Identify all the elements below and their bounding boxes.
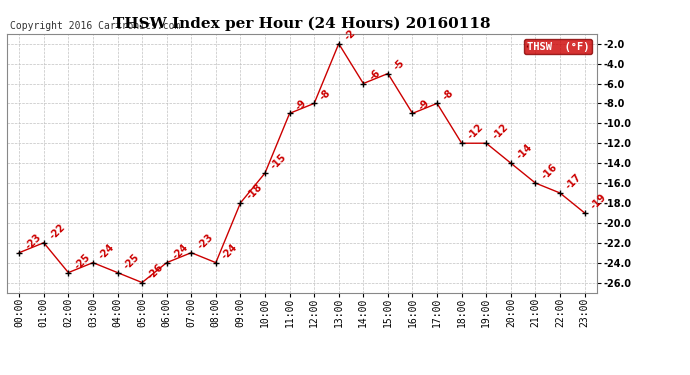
Text: -23: -23: [195, 232, 215, 251]
Text: -22: -22: [48, 222, 68, 242]
Title: THSW Index per Hour (24 Hours) 20160118: THSW Index per Hour (24 Hours) 20160118: [113, 17, 491, 31]
Text: -5: -5: [392, 57, 406, 72]
Text: Copyright 2016 Cartronics.com: Copyright 2016 Cartronics.com: [10, 21, 180, 31]
Text: -9: -9: [417, 97, 431, 112]
Text: -8: -8: [318, 87, 333, 102]
Text: -23: -23: [23, 232, 43, 251]
Text: -24: -24: [220, 242, 239, 261]
Text: -8: -8: [441, 87, 456, 102]
Text: -25: -25: [121, 252, 141, 271]
Text: -18: -18: [244, 182, 264, 201]
Text: -12: -12: [466, 122, 485, 142]
Text: -24: -24: [171, 242, 190, 261]
Text: -26: -26: [146, 262, 166, 281]
Legend: THSW  (°F): THSW (°F): [524, 39, 592, 54]
Text: -9: -9: [294, 97, 308, 112]
Text: -24: -24: [97, 242, 117, 261]
Text: -19: -19: [589, 192, 608, 211]
Text: -25: -25: [72, 252, 92, 271]
Text: -14: -14: [515, 142, 535, 162]
Text: -12: -12: [491, 122, 510, 142]
Text: -15: -15: [269, 152, 288, 172]
Text: -6: -6: [368, 68, 382, 82]
Text: -17: -17: [564, 172, 584, 192]
Text: -2: -2: [343, 28, 357, 42]
Text: -16: -16: [540, 162, 559, 182]
